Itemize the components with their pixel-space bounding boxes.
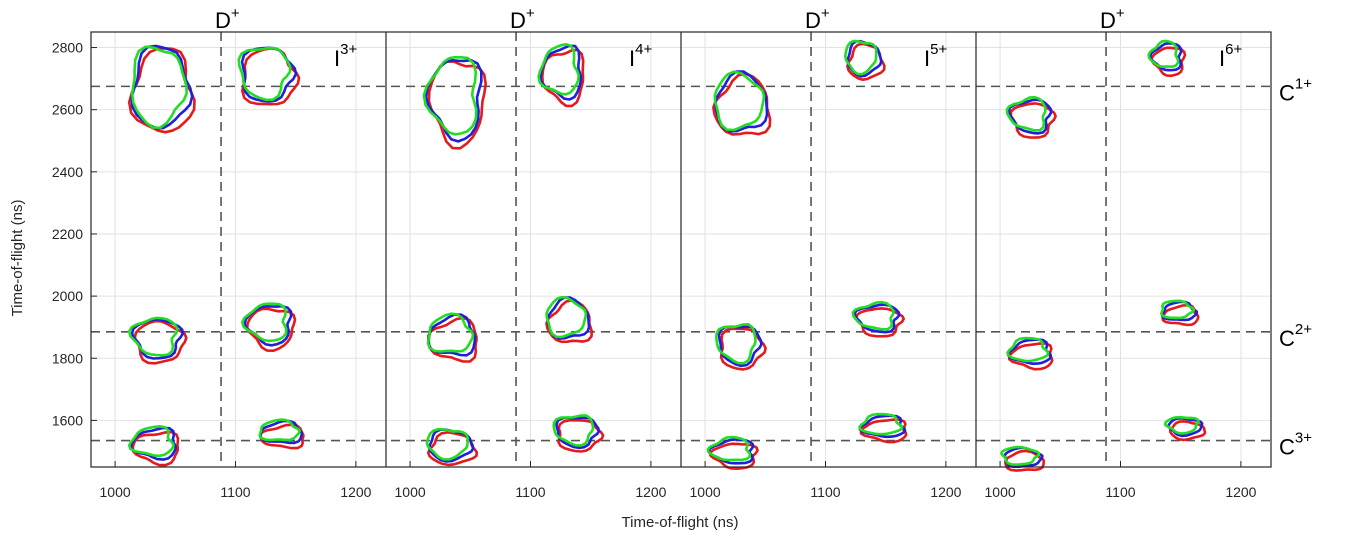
contour-islands — [127, 39, 1207, 472]
x-tick-label: 1100 — [515, 484, 545, 500]
plot-border — [90, 31, 1272, 468]
contour-green — [552, 414, 595, 447]
contour-green — [1163, 415, 1200, 435]
contour-green — [1006, 336, 1050, 363]
contour-red — [712, 72, 772, 136]
contour-green — [706, 435, 752, 462]
contour-green — [858, 412, 904, 436]
ion-label-6+: I6+ — [1219, 41, 1242, 71]
tick-labels: 1600 1800 2000 2200 2400 2600 2800 1000 1100 1200… — [52, 40, 1257, 500]
x-tick-label: 1200 — [930, 484, 961, 500]
contour-green — [715, 323, 757, 365]
contour-green — [426, 312, 475, 353]
x-tick-label: 1200 — [340, 484, 371, 500]
contour-green — [241, 302, 288, 343]
y-tick-label: 2000 — [52, 288, 83, 304]
ion-label-4+: I4+ — [629, 41, 652, 71]
contour-green — [844, 39, 878, 76]
ion-label-5+: I5+ — [924, 41, 947, 71]
contour-green — [425, 427, 469, 461]
d-plus-label: D+ — [805, 5, 830, 33]
x-tick-label: 1100 — [810, 484, 840, 500]
axes-frame — [90, 31, 1272, 468]
contour-green — [537, 43, 580, 96]
contour-green — [1160, 299, 1196, 320]
ion-labels: D+ I3+ D+ I4+ D+ I5+ D+ I6+ C1+ C2+ C3+ — [215, 5, 1312, 460]
c-label-3+: C3+ — [1279, 430, 1312, 460]
contour-green — [1005, 95, 1047, 132]
c-label-2+: C2+ — [1279, 321, 1312, 351]
x-tick-label: 1100 — [220, 484, 250, 500]
c-label-1+: C1+ — [1279, 75, 1312, 105]
x-tick-label: 1200 — [635, 484, 666, 500]
y-axis-label: Time-of-flight (ns) — [9, 200, 26, 317]
y-tick-label: 1600 — [52, 412, 83, 428]
y-tick-label: 2200 — [52, 226, 83, 242]
contour-green — [130, 45, 188, 129]
contour-green — [422, 55, 478, 136]
contour-green — [545, 295, 588, 339]
x-tick-label: 1000 — [985, 484, 1016, 500]
d-plus-label: D+ — [510, 5, 535, 33]
x-tick-label: 1000 — [395, 484, 426, 500]
y-tick-label: 1800 — [52, 350, 83, 366]
contour-green — [713, 70, 766, 132]
y-tick-label: 2800 — [52, 40, 83, 56]
contour-green — [127, 316, 179, 357]
contour-blue — [129, 426, 177, 461]
x-tick-label: 1000 — [100, 484, 131, 500]
contour-green — [1147, 39, 1180, 68]
y-tick-label: 2600 — [52, 102, 83, 118]
contour-green — [258, 418, 301, 442]
x-axis-label: Time-of-flight (ns) — [622, 514, 739, 531]
x-tick-label: 1000 — [690, 484, 721, 500]
contour-green — [127, 425, 175, 458]
y-tick-label: 2400 — [52, 164, 83, 180]
contour-green — [1000, 445, 1041, 466]
contour-green — [851, 300, 895, 331]
contour-blue — [1160, 300, 1199, 322]
ion-label-3+: I3+ — [334, 41, 357, 71]
x-tick-label: 1200 — [1225, 484, 1256, 500]
d-plus-label: D+ — [215, 5, 240, 33]
d-plus-label: D+ — [1100, 5, 1125, 33]
contour-green — [237, 46, 292, 102]
x-tick-label: 1100 — [1105, 484, 1135, 500]
